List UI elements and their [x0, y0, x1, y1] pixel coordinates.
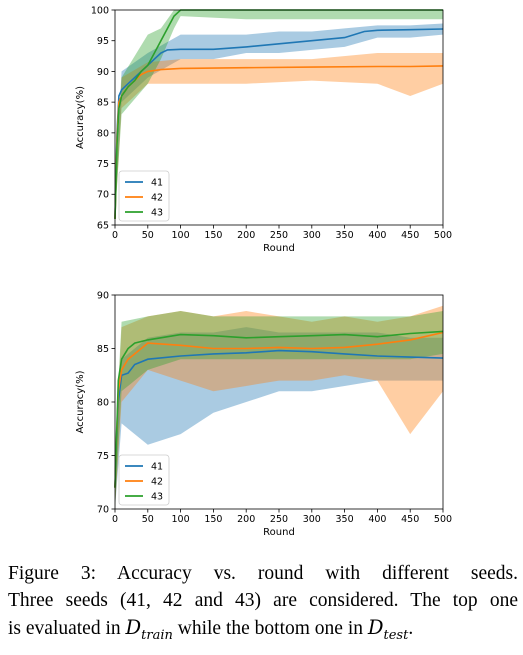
x-axis-label: Round — [263, 527, 295, 538]
legend-label-43: 43 — [151, 492, 163, 503]
x-tick-label: 450 — [401, 230, 419, 241]
line-series-42 — [114, 331, 444, 488]
y-axis-label: Accuracy(%) — [75, 370, 86, 433]
legend-box — [118, 170, 170, 222]
x-tick-label: 250 — [270, 230, 288, 241]
x-tick-label: 300 — [303, 514, 321, 525]
legend-box — [118, 454, 170, 506]
y-tick-label: 70 — [97, 190, 109, 201]
x-tick-label: 350 — [336, 514, 354, 525]
line-series-41 — [114, 28, 444, 219]
x-tick-label: 400 — [368, 230, 386, 241]
caption-text: while the bottom one in — [172, 618, 368, 639]
line-series-42 — [114, 65, 444, 219]
band-series-41 — [115, 327, 443, 509]
y-tick-label: 65 — [97, 220, 109, 231]
legend-label-41: 41 — [151, 178, 163, 189]
x-tick-label: 200 — [237, 514, 255, 525]
caption-text: is evaluated in — [8, 618, 126, 639]
chart-1: 0 50 100 150 200 250 300 350 400 450 500 65 70 75 80 85… — [75, 5, 452, 254]
x-tick-label: 400 — [368, 514, 386, 525]
legend-label-41: 41 — [151, 462, 163, 473]
caption-line-2: Three seeds (41, 42 and 43) are consider… — [8, 590, 518, 611]
legend: 41 42 43 — [118, 454, 170, 506]
y-tick-label: 90 — [97, 67, 109, 78]
line-series-43 — [114, 330, 444, 488]
y-tick-label: 75 — [97, 159, 109, 170]
x-tick-label: 350 — [336, 230, 354, 241]
y-axis-label: Accuracy(%) — [75, 86, 86, 149]
x-axis-label: Round — [263, 243, 295, 254]
math-d-train: Dtrain — [125, 616, 173, 643]
math-symbol: D — [125, 616, 142, 639]
x-tick-label: 200 — [237, 230, 255, 241]
x-tick-label: 500 — [434, 230, 452, 241]
figure-charts: 0 50 100 150 200 250 300 350 400 450 5006570758085… — [75, 5, 452, 538]
line-series-41 — [114, 349, 444, 488]
band-series-42 — [115, 53, 443, 219]
legend-label-42: 42 — [151, 477, 163, 488]
y-tick-label: 100 — [91, 5, 109, 16]
x-tick-label: 300 — [303, 230, 321, 241]
math-symbol: D — [367, 616, 384, 639]
y-tick-label: 90 — [97, 290, 109, 301]
y-tick-label: 95 — [97, 36, 109, 47]
x-tick-label: 0 — [112, 514, 118, 525]
math-d-test: Dtest — [367, 616, 408, 643]
legend: 41 42 43 — [118, 170, 170, 222]
math-subscript: train — [141, 627, 173, 643]
x-tick-label: 450 — [401, 514, 419, 525]
x-tick-label: 150 — [204, 514, 222, 525]
caption-line-3: is evaluated in Dtrain while the bottom … — [8, 614, 518, 649]
y-tick-label: 85 — [97, 98, 109, 109]
legend-label-43: 43 — [151, 208, 163, 219]
chart-2: 0 50 100 150 200 250 300 350 400 450 500 70 75 80 85 90… — [75, 290, 452, 538]
x-tick-label: 100 — [172, 514, 190, 525]
x-tick-label: 150 — [204, 230, 222, 241]
caption-text: . — [408, 618, 414, 639]
x-tick-label: 0 — [112, 230, 118, 241]
band-series-42 — [115, 305, 443, 509]
math-subscript: test — [383, 627, 409, 643]
x-tick-label: 500 — [434, 514, 452, 525]
y-tick-label: 80 — [97, 128, 109, 139]
caption-line-1: Figure 3: Accuracy vs. round with differ… — [8, 563, 518, 584]
y-tick-label: 85 — [97, 344, 109, 355]
x-tick-label: 250 — [270, 514, 288, 525]
y-tick-label: 80 — [97, 397, 109, 408]
y-tick-label: 70 — [97, 504, 109, 515]
x-tick-label: 50 — [142, 230, 154, 241]
x-tick-label: 100 — [172, 230, 190, 241]
y-tick-label: 75 — [97, 451, 109, 462]
x-tick-label: 50 — [142, 514, 154, 525]
legend-label-42: 42 — [151, 193, 163, 204]
figure-caption: Figure 3: Accuracy vs. round with differ… — [8, 560, 518, 649]
